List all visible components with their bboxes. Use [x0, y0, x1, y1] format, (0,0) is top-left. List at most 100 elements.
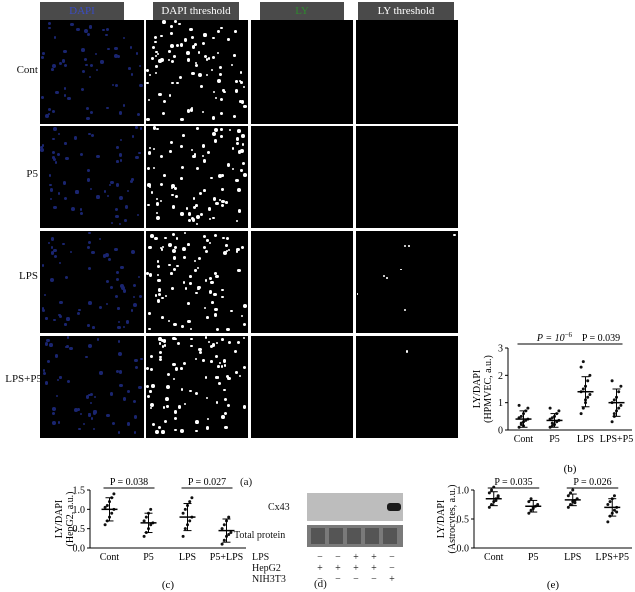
cell-dot	[156, 127, 159, 130]
data-point	[581, 360, 585, 364]
cell-dot	[192, 218, 196, 222]
cell-dot	[210, 176, 213, 180]
cell-dot	[162, 20, 166, 24]
cell-dot	[206, 150, 210, 154]
cell-dot	[48, 22, 52, 26]
cell-dot	[91, 250, 96, 255]
cell-dot	[158, 355, 162, 359]
data-point	[181, 511, 185, 515]
cell-dot	[180, 177, 183, 180]
cell-dot	[201, 41, 205, 45]
cell-dot	[155, 197, 159, 201]
cell-dot	[85, 63, 88, 67]
cell-dot	[233, 54, 236, 57]
data-point	[557, 409, 561, 413]
cell-dot	[236, 248, 240, 252]
cell-dot	[226, 250, 229, 253]
cell-dot	[173, 55, 176, 58]
cell-dot	[224, 425, 228, 429]
cell-dot	[234, 89, 239, 93]
cell-dot	[201, 111, 204, 114]
cell-dot	[214, 307, 218, 312]
cell-dot	[52, 407, 56, 411]
data-point	[188, 519, 192, 523]
condition-sign: −	[371, 574, 377, 585]
cell-dot	[84, 28, 88, 33]
cell-dot	[403, 308, 406, 311]
cell-dot	[174, 428, 177, 432]
x-tick-label: LPS	[564, 552, 581, 563]
cell-dot	[229, 129, 232, 132]
cell-dot	[105, 33, 108, 37]
row-label-cont: Cont	[16, 64, 38, 76]
data-point	[149, 507, 153, 511]
cell-dot	[53, 206, 57, 210]
cell-dot	[146, 385, 150, 389]
chart-e-astrocytes: 0.00.51.0LY/DAPI (Astrocytes, a.u.)Cont P5…	[436, 478, 632, 591]
data-point	[519, 414, 523, 418]
cell-dot	[118, 153, 122, 157]
cell-dot	[149, 354, 154, 359]
cell-dot	[85, 107, 89, 111]
y-tick-label: 0	[498, 426, 503, 437]
cell-dot	[79, 208, 82, 211]
condition-sign: +	[353, 552, 359, 563]
cell-dot	[186, 109, 190, 113]
data-point	[220, 542, 224, 546]
cell-dot	[133, 431, 137, 434]
cell-dot	[173, 245, 178, 250]
cell-dot	[225, 236, 229, 240]
condition-label: LPS	[252, 552, 270, 563]
cell-dot	[134, 155, 139, 160]
cell-dot	[64, 323, 67, 326]
cell-dot	[170, 140, 174, 144]
cell-dot	[63, 49, 67, 54]
cell-dot	[139, 357, 143, 361]
cell-dot	[45, 113, 49, 118]
cell-dot	[214, 233, 218, 237]
data-point	[550, 416, 554, 420]
y-axis-label: LY/DAPI (HPMVEC, a.u.)	[472, 355, 494, 423]
cell-dot	[52, 421, 57, 425]
cell-dot	[117, 55, 120, 58]
cell-dot	[92, 326, 95, 329]
y-axis-label-line: (Astrocytes, a.u.)	[447, 485, 458, 554]
cell-dot	[149, 406, 153, 410]
cell-dot	[231, 147, 234, 150]
cell-dot	[161, 315, 164, 319]
cell-dot	[227, 376, 231, 380]
cell-dot	[243, 322, 247, 326]
y-axis-label-line: LY/DAPI	[472, 370, 483, 408]
cell-dot	[64, 196, 68, 201]
cell-dot	[107, 257, 112, 262]
cell-dot	[50, 67, 54, 71]
data-point	[229, 531, 233, 535]
cell-dot	[117, 307, 120, 310]
cell-dot	[178, 22, 181, 25]
cell-dot	[190, 328, 193, 331]
data-point	[619, 403, 623, 407]
cell-dot	[53, 127, 57, 131]
cell-dot	[186, 243, 190, 246]
cell-dot	[209, 344, 213, 348]
cell-dot	[55, 395, 59, 398]
cell-dot	[113, 46, 118, 51]
cell-dot	[197, 287, 200, 291]
cell-dot	[383, 274, 385, 277]
data-point	[617, 406, 621, 410]
x-tick-label: P5	[549, 434, 560, 445]
micrograph-0-1	[146, 20, 248, 124]
cell-dot	[216, 78, 221, 83]
cell-dot	[195, 204, 199, 208]
cell-dot	[138, 64, 142, 68]
cell-dot	[242, 304, 247, 308]
cell-dot	[227, 248, 231, 252]
data-point	[487, 505, 491, 509]
cell-dot	[172, 249, 177, 254]
condition-sign: −	[389, 563, 395, 574]
cell-dot	[54, 254, 58, 258]
cell-dot	[134, 126, 138, 129]
cell-dot	[129, 46, 132, 49]
cell-dot	[212, 90, 215, 93]
cell-dot	[221, 174, 224, 177]
